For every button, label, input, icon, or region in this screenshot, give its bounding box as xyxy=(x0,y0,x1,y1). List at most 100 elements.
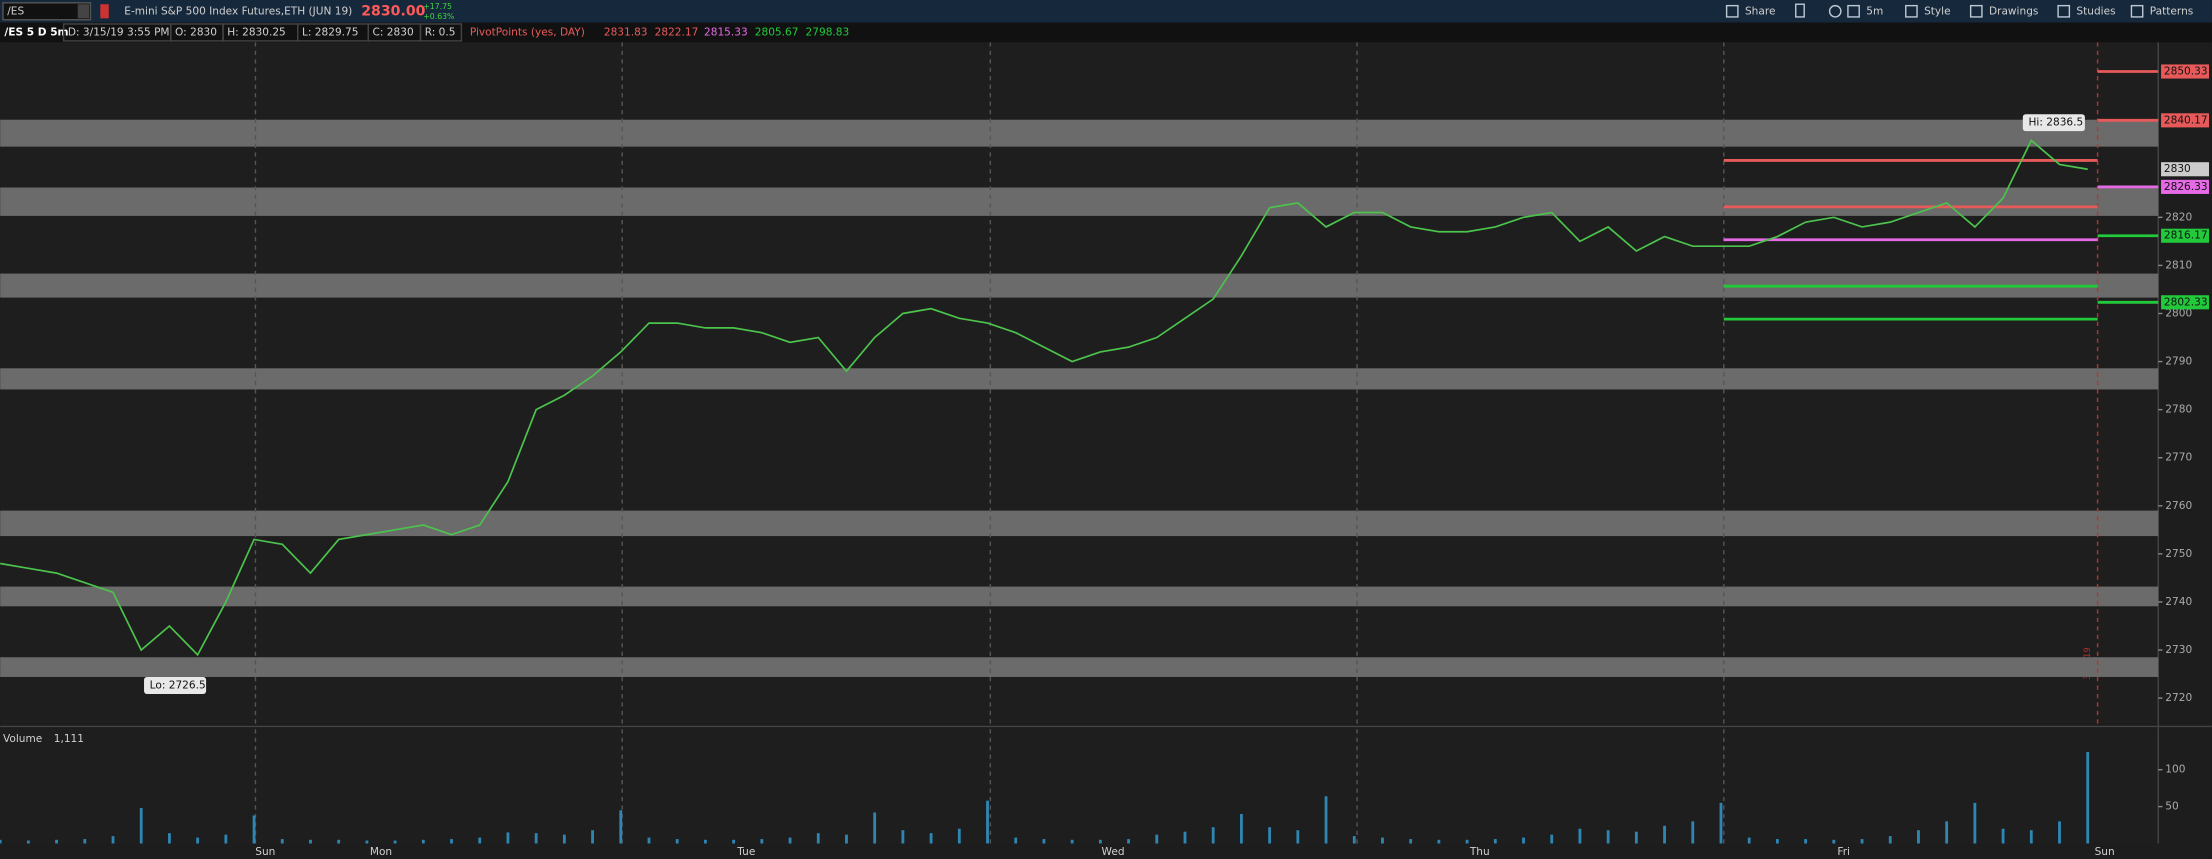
volume-bar xyxy=(591,830,594,844)
volume-last: 1,111 xyxy=(54,733,84,745)
volume-bar xyxy=(1691,821,1695,844)
x-tick-label: Tue xyxy=(736,846,755,858)
y-tick-label: 2750 xyxy=(2165,548,2192,560)
pivot-value: 2805.67 xyxy=(755,26,799,38)
last-price-box xyxy=(2161,162,2210,177)
info-item: O: 2830 xyxy=(175,26,217,38)
toolbar-button[interactable]: Patterns xyxy=(2150,5,2194,17)
level-label-box xyxy=(2161,179,2210,194)
toolbar-button[interactable]: 5m xyxy=(1866,5,1883,17)
toolbar-icon[interactable] xyxy=(1847,4,1860,18)
volume-bar xyxy=(1098,839,1102,844)
zone xyxy=(0,586,2159,607)
toolbar-icon[interactable] xyxy=(1905,4,1918,18)
volume-bar xyxy=(252,815,256,844)
info-item: R: 0.5 xyxy=(425,26,456,38)
volume-bar xyxy=(1634,831,1638,844)
zone xyxy=(0,368,2159,390)
level-label: 2802.33 xyxy=(2164,296,2208,308)
annotation-box xyxy=(144,677,207,694)
y-tick-label: 2820 xyxy=(2165,211,2192,223)
pivot-value: 2798.83 xyxy=(806,26,850,38)
volume-bar xyxy=(365,840,369,844)
volume-bar xyxy=(788,837,792,844)
volume-bar xyxy=(421,839,425,844)
volume-bar xyxy=(1606,830,1610,844)
pivot-value: 2831.83 xyxy=(604,26,648,38)
zone xyxy=(0,119,2159,147)
alert-icon[interactable] xyxy=(100,4,109,19)
volume-bar xyxy=(1211,827,1215,844)
toolbar-icon[interactable] xyxy=(2130,4,2144,18)
toolbar-button[interactable]: Style xyxy=(1924,5,1951,17)
pivot-name: PivotPoints (yes, DAY) xyxy=(470,26,585,38)
toolbar-icon[interactable] xyxy=(1725,4,1739,18)
pivot-value: 2815.33 xyxy=(704,26,748,38)
volume-bar xyxy=(760,839,764,844)
info-item: L: 2829.75 xyxy=(302,26,358,38)
level-label-box xyxy=(2161,64,2210,79)
volume-bar xyxy=(1268,827,1272,844)
toolbar-button[interactable]: Share xyxy=(1745,5,1775,17)
volume-bar xyxy=(1775,839,1779,844)
annotation-box xyxy=(2022,114,2085,132)
level-label: 2850.33 xyxy=(2164,65,2208,77)
x-tick-label: Fri xyxy=(1837,846,1850,858)
volume-bar xyxy=(1747,837,1751,844)
volume-bar xyxy=(1127,839,1130,844)
level-label: 2826.33 xyxy=(2164,181,2208,193)
symbol-box[interactable] xyxy=(2,2,92,21)
study-label: /ES 5 D 5m xyxy=(4,26,68,38)
symbol[interactable]: /ES xyxy=(7,5,24,17)
volume-bar xyxy=(647,837,651,844)
volume-bar xyxy=(1239,813,1243,844)
volume-bar xyxy=(2086,751,2090,844)
y-tick-label: 2800 xyxy=(2165,307,2192,319)
zone xyxy=(0,187,2159,216)
volume-bar xyxy=(816,833,820,844)
volume-bar xyxy=(196,837,200,844)
volume-bar xyxy=(478,837,482,844)
last-price-label: 2830 xyxy=(2164,163,2191,175)
toolbar-button[interactable]: Drawings xyxy=(1989,5,2038,17)
volume-bar xyxy=(562,834,566,844)
volume-bar xyxy=(280,839,284,844)
volume-bar xyxy=(506,832,510,844)
annotation: Lo: 2726.5 xyxy=(150,680,206,692)
volume-bar xyxy=(139,808,143,844)
volume-bar xyxy=(393,840,397,844)
x-tick-label: Mon xyxy=(370,846,392,858)
volume-bar xyxy=(337,839,341,844)
level-label: 2840.17 xyxy=(2164,114,2208,126)
volume-bar xyxy=(1296,830,1300,844)
zone xyxy=(0,510,2159,537)
toolbar-button[interactable]: Studies xyxy=(2076,5,2115,17)
volume-bar xyxy=(1719,802,1723,844)
symbol-dropdown[interactable] xyxy=(77,4,90,19)
volume-bar xyxy=(1352,836,1356,844)
flask-icon[interactable] xyxy=(1795,3,1805,18)
volume-bar xyxy=(1973,802,1977,844)
volume-bar xyxy=(2001,828,2005,844)
volume-bar xyxy=(168,833,171,844)
volume-bar xyxy=(55,839,58,844)
y-tick-label: 2770 xyxy=(2165,452,2192,464)
volume-bar xyxy=(1493,839,1497,844)
y-tick-label: 2730 xyxy=(2165,644,2192,656)
volume-bar xyxy=(675,839,679,844)
description: E-mini S&P 500 Index Futures,ETH (JUN 19… xyxy=(124,5,352,17)
last-price: 2830.00 xyxy=(361,3,425,19)
volume-bar xyxy=(1155,834,1159,844)
volume-bar xyxy=(1381,837,1384,844)
toolbar-icon[interactable] xyxy=(2057,4,2071,18)
volume-bar xyxy=(111,836,115,844)
volume-bar xyxy=(1437,839,1441,844)
volume-bar xyxy=(619,810,623,844)
y-tick-label: 2760 xyxy=(2165,500,2192,512)
y-tick-label: 2720 xyxy=(2165,692,2192,704)
toolbar-icon[interactable] xyxy=(1969,4,1983,18)
volume-bar xyxy=(309,839,312,844)
settings-icon[interactable] xyxy=(1828,4,1842,18)
